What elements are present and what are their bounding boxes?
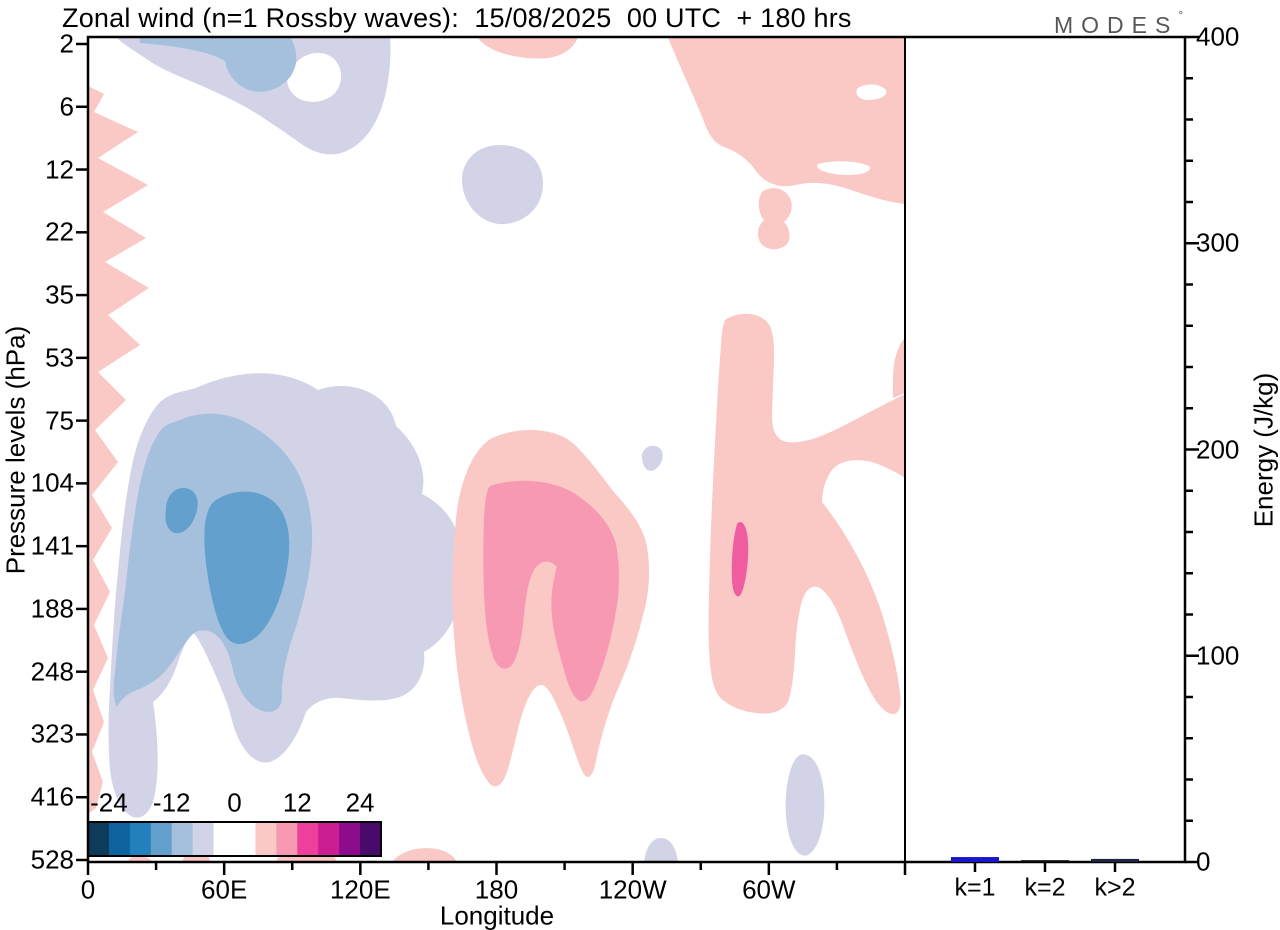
colorbar-label-24: 24 [345,787,375,818]
contour-region-top-positive-strip [478,37,578,59]
colorbar-segment [213,822,235,856]
colorbar-segment [234,822,256,856]
pressure-tick-22: 22 [45,216,74,247]
pressure-tick-528: 528 [30,844,74,875]
contour-region-small-lavender-dot [641,445,663,471]
k-label-k>2: k>2 [1094,873,1136,902]
contour-region-small-positive-blob-60w [757,188,792,250]
contour-region-bottom-lavender-arch [644,838,678,862]
k-label-k=1: k=1 [954,873,996,902]
contour-region-stratosphere-negative-lavender [116,37,391,155]
modes-logo-mark: ° [1178,8,1184,22]
energy-tick-400: 400 [1196,21,1240,52]
colorbar-label-12: 12 [282,787,312,818]
contour-region-bottom-lavender-ellipse [785,754,825,856]
chart-title: Zonal wind (n=1 Rossby waves): 15/08/202… [62,3,852,33]
x-tick-60W: 60W [742,874,796,905]
contour-region-main-negative-core-east [204,491,290,644]
colorbar-label--12: -12 [152,787,191,818]
contour-region-sixtyW-positive-band [708,313,905,714]
pressure-axis-title: Pressure levels (hPa) [0,325,31,575]
contour-region-upper-level-lavender-blob-150e [462,144,544,225]
pressure-tick-248: 248 [30,656,74,687]
k-label-k=2: k=2 [1024,873,1066,902]
colorbar-segment [318,822,340,856]
x-tick-180: 180 [474,874,519,905]
contour-region-main-negative-core-west [165,488,198,534]
colorbar-label--24: -24 [90,787,128,818]
colorbar-segment [171,822,194,856]
contour-region-stratosphere-negative-blue [140,37,297,92]
contour-region-bottom-pink-arch-3 [392,848,457,862]
colorbar-segment [129,822,152,856]
contour-field [88,37,905,862]
colorbar-segment [88,822,110,856]
x-tick-60E: 60E [201,874,248,905]
colorbar-segment [360,822,382,856]
pressure-tick-323: 323 [30,718,74,749]
colorbar-segment [297,822,319,856]
colorbar [87,821,382,857]
pressure-tick-35: 35 [45,279,74,310]
x-axis-title: Longitude [439,900,555,930]
axis-ticks [76,35,1199,875]
pressure-tick-104: 104 [30,467,74,498]
contour-region-left-edge-positive-band [88,86,149,814]
contour-region-central-positive-outer [452,429,650,787]
colorbar-segment [192,822,215,856]
energy-tick-0: 0 [1196,846,1211,877]
energy-bars [951,857,1139,862]
contour-region-central-positive-inner [483,480,619,702]
contour-region-sixtyW-inner-sliver [731,521,749,597]
colorbar-segment [150,822,173,856]
pressure-tick-12: 12 [45,154,74,185]
pressure-tick-75: 75 [45,405,74,436]
energy-tick-200: 200 [1196,434,1240,464]
pressure-tick-188: 188 [30,593,74,624]
x-tick-120W: 120W [598,874,667,905]
colorbar-segment [276,822,298,856]
energy-bar-k=1 [951,857,999,862]
energy-axis-title: Energy (J/kg) [1248,372,1279,528]
contour-region-right-edge-positive-sliver [893,338,905,398]
energy-tick-300: 300 [1196,227,1240,258]
pressure-tick-53: 53 [45,342,74,373]
x-tick-120E: 120E [329,874,391,905]
modes-logo: MODES° [1054,8,1183,39]
colorbar-segment [339,822,361,856]
energy-bar-k>2 [1091,858,1139,862]
pressure-tick-2: 2 [59,28,74,59]
x-tick-0: 0 [80,874,96,905]
energy-tick-100: 100 [1196,640,1240,671]
colorbar-label-0: 0 [227,787,242,818]
contour-region-topright-positive-region [668,37,905,204]
energy-bar-k=2 [1021,860,1069,862]
pressure-tick-6: 6 [59,91,74,122]
colorbar-segment [108,822,131,856]
modes-logo-text: MODES [1054,12,1179,38]
pressure-tick-141: 141 [30,530,74,561]
colorbar-segment [255,822,277,856]
pressure-tick-416: 416 [30,781,74,812]
